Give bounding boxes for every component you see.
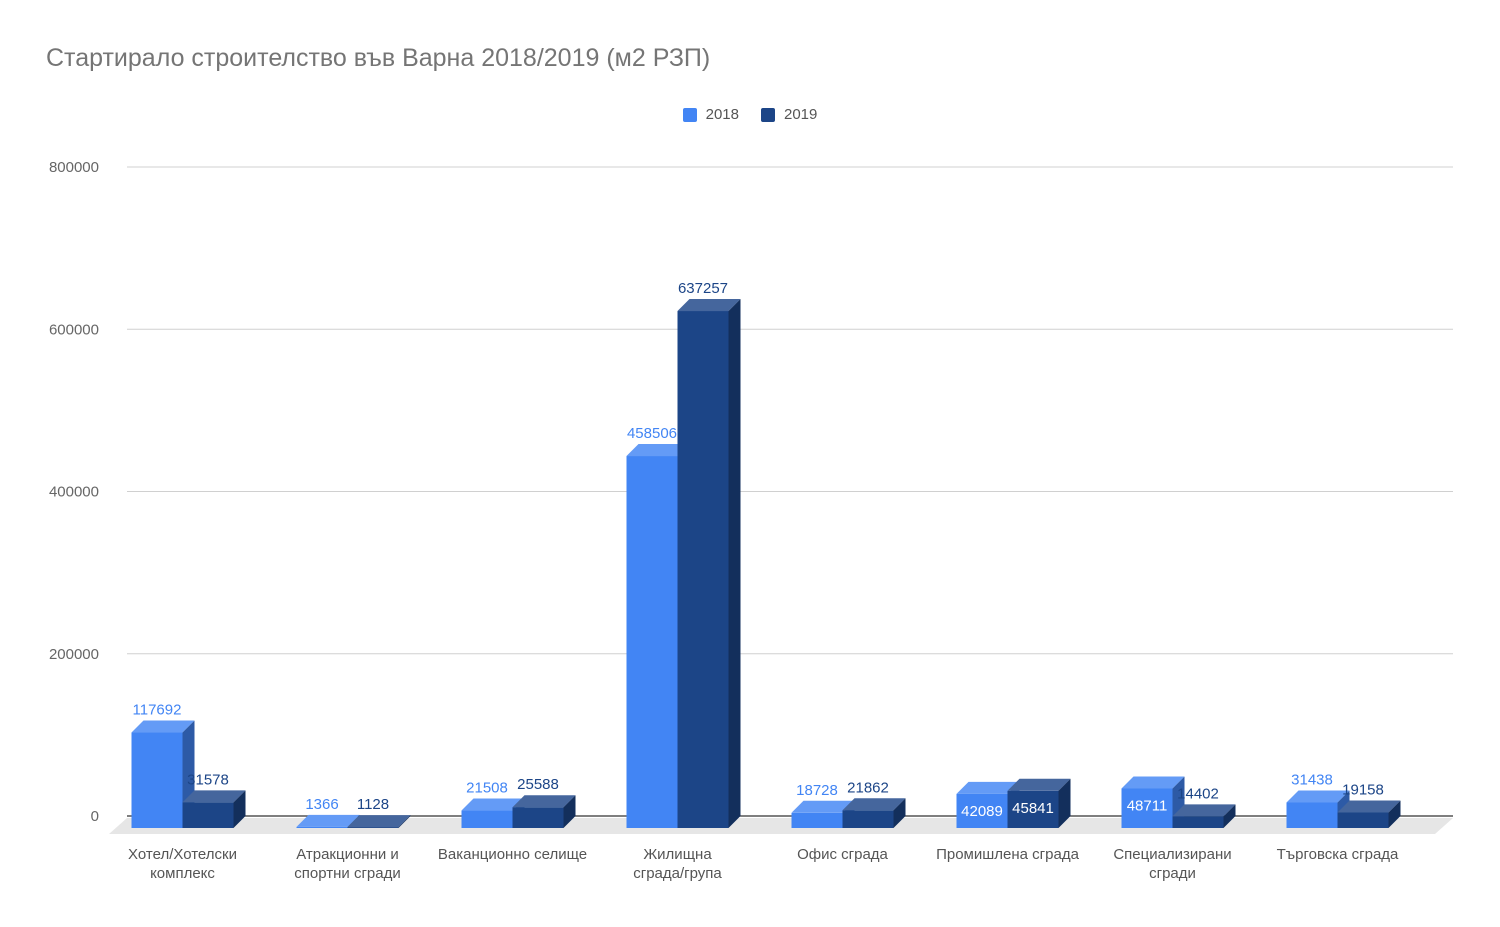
data-label-2018-3: 458506	[627, 425, 677, 442]
x-category-label: комплекс	[150, 865, 215, 882]
bar-top-2018-0	[131, 720, 195, 733]
bar-top-2019-6	[1172, 804, 1236, 817]
bar-top-2018-7	[1286, 790, 1350, 803]
x-category-label: сгради	[1149, 865, 1196, 882]
bar-top-2019-4	[842, 798, 906, 811]
legend-label-2019: 2019	[784, 106, 818, 123]
legend: 2018 2019	[0, 106, 1500, 123]
bar-2018-3	[626, 456, 678, 828]
legend-label-2018: 2018	[705, 106, 739, 123]
data-label-2018-2: 21508	[466, 780, 508, 797]
bar-side-2019-3	[728, 299, 741, 828]
x-category-label: Офис сграда	[797, 846, 888, 863]
y-tick-label: 200000	[49, 646, 99, 663]
bar-2018-7	[1286, 802, 1338, 828]
bar-top-2019-7	[1337, 800, 1401, 813]
data-label-2019-1: 1128	[357, 796, 389, 813]
data-label-2019-7: 19158	[1342, 781, 1384, 798]
data-label-2019-0: 31578	[187, 771, 229, 788]
bar-2018-0	[131, 732, 183, 828]
x-category-label: Търговска сграда	[1277, 846, 1399, 863]
bar-2019-7	[1337, 812, 1389, 828]
y-tick-label: 400000	[49, 484, 99, 501]
bar-2019-2	[512, 807, 564, 828]
x-category-label: Атракционни и	[296, 846, 399, 863]
data-label-2018-6: 48711	[1127, 797, 1168, 814]
data-label-2018-1: 1366	[305, 796, 338, 813]
data-label-2018-5: 42089	[961, 803, 1003, 820]
x-category-label: сграда/група	[633, 865, 722, 882]
x-category-label: Жилищна	[643, 846, 712, 863]
x-category-label: спортни сгради	[294, 865, 400, 882]
legend-swatch-2018	[682, 107, 697, 122]
x-category-label: Специализирани	[1113, 846, 1231, 863]
x-category-label: Хотел/Хотелски	[128, 846, 237, 863]
legend-item-2018: 2018	[682, 106, 739, 123]
data-label-2019-5: 45841	[1012, 800, 1054, 817]
bar-2019-1	[347, 827, 399, 828]
bar-top-2018-1	[296, 814, 360, 827]
bar-2018-4	[791, 812, 843, 828]
bar-side-2019-5	[1058, 778, 1071, 828]
bar-2018-1	[296, 826, 348, 828]
x-category-label: Ваканционно селище	[438, 846, 587, 863]
bar-side-2019-0	[233, 790, 246, 828]
bar-side-2019-4	[893, 798, 906, 828]
data-label-2019-2: 25588	[517, 776, 559, 793]
y-tick-label: 800000	[49, 159, 99, 176]
bar-2018-5	[956, 793, 1008, 828]
data-label-2018-4: 18728	[796, 782, 838, 799]
bar-top-2018-2	[461, 798, 525, 811]
chart-floor	[109, 818, 1453, 834]
bar-2019-5	[1007, 790, 1059, 828]
bar-side-2019-1	[398, 815, 411, 828]
bar-top-2018-6	[1121, 776, 1185, 789]
bar-top-2018-3	[626, 444, 690, 457]
bar-top-2018-4	[791, 800, 855, 813]
bar-top-2018-5	[956, 781, 1020, 794]
data-label-2019-6: 14402	[1177, 785, 1219, 802]
bar-side-2019-6	[1223, 804, 1236, 828]
data-label-2019-3: 637257	[678, 280, 728, 297]
chart-title: Стартирало строителство във Варна 2018/2…	[46, 44, 711, 72]
x-category-label: Промишлена сграда	[936, 846, 1079, 863]
bar-top-2019-2	[512, 795, 576, 808]
data-label-2018-0: 117692	[133, 702, 182, 719]
bar-side-2019-2	[563, 795, 576, 828]
legend-item-2019: 2019	[761, 106, 817, 123]
data-label-2018-7: 31438	[1291, 771, 1333, 788]
bar-side-2019-7	[1388, 800, 1401, 828]
bar-top-2019-1	[347, 815, 411, 828]
legend-swatch-2019	[761, 107, 775, 122]
data-label-2019-4: 21862	[847, 779, 889, 796]
y-tick-label: 600000	[49, 321, 99, 338]
bar-2018-2	[461, 810, 513, 828]
bar-2019-4	[842, 810, 894, 828]
bar-top-2019-0	[182, 790, 246, 803]
bar-2018-6	[1121, 788, 1173, 828]
bar-top-2019-3	[677, 299, 741, 312]
bar-2019-3	[677, 311, 729, 828]
bar-2019-6	[1172, 816, 1224, 828]
bar-2019-0	[182, 802, 234, 828]
y-tick-label: 0	[91, 808, 99, 825]
bar-top-2019-5	[1007, 778, 1071, 791]
